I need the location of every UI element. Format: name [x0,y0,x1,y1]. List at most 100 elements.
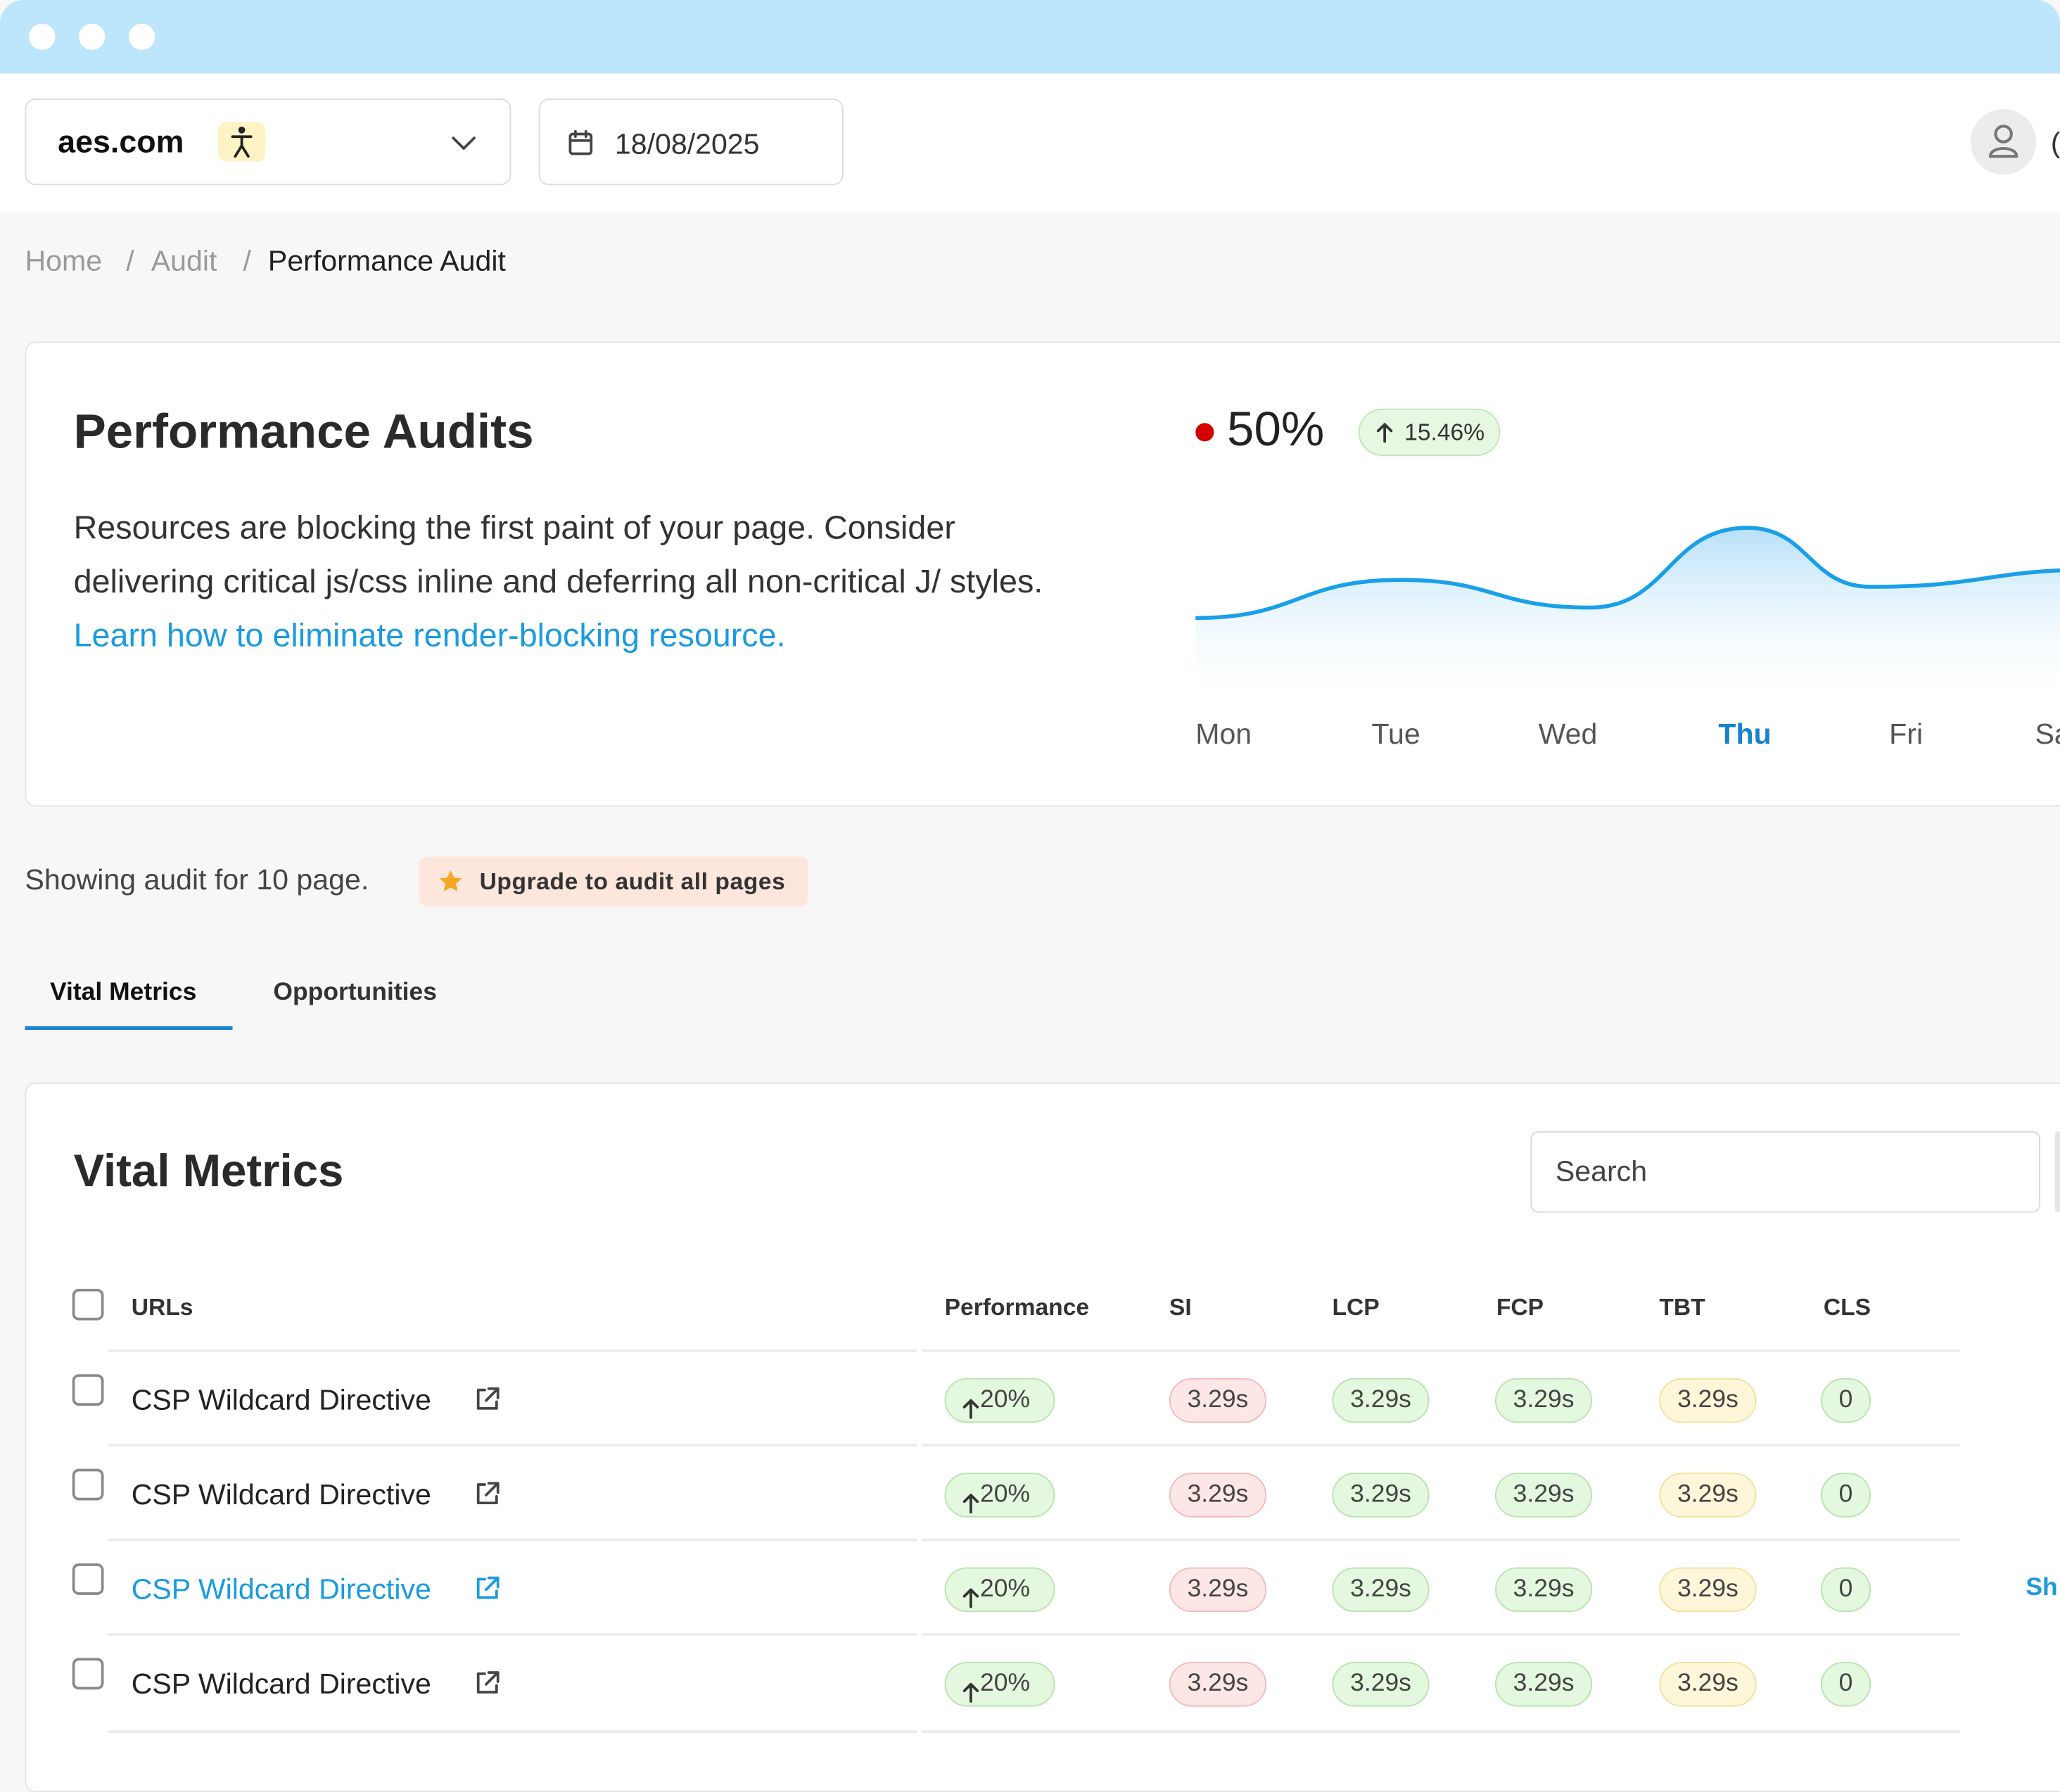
chart-tick-label: Thu [1718,717,1772,751]
performance-value: 20% [980,1575,1031,1603]
lcp-badge: 3.29s [1332,1662,1430,1707]
delta-value: 15.46% [1404,419,1485,446]
learn-more-link[interactable]: Learn how to eliminate render-blocking r… [73,617,786,654]
arrow-up-icon [962,1486,980,1514]
section-title: Vital Metrics [73,1145,344,1197]
cls-badge: 0 [1821,1662,1871,1707]
tab-vital-metrics[interactable]: Vital Metrics [49,979,197,1007]
fcp-badge: 3.29s [1494,1662,1593,1707]
row-divider [108,1349,917,1352]
audit-count-text: Showing audit for 10 page. [25,863,369,896]
url-link[interactable]: CSP Wildcard Directive [131,1478,431,1511]
performance-badge: 20% [944,1473,1055,1518]
avatar[interactable] [1970,108,2037,175]
chart-tick-label: Fri [1889,717,1924,751]
site-selector[interactable]: aes.com [25,99,511,186]
row-checkbox[interactable] [72,1658,104,1690]
performance-value: 20% [980,1386,1031,1414]
page-title: Performance Audits [73,405,534,459]
chart-area-fill [1195,528,2060,710]
tbt-badge: 3.29s [1659,1567,1757,1613]
select-all-checkbox[interactable] [72,1288,104,1321]
trend-chart [1195,526,2060,710]
cls-badge: 0 [1821,1567,1871,1613]
si-badge: 3.29s [1169,1662,1267,1707]
external-link-icon[interactable] [471,1478,503,1510]
window-close-button[interactable] [29,23,56,50]
breadcrumb-home[interactable]: Home [25,244,103,278]
date-picker[interactable]: 18/08/2025 [538,99,844,186]
window-titlebar [0,0,2060,74]
lcp-badge: 3.29s [1332,1567,1430,1613]
upgrade-label: Upgrade to audit all pages [479,868,786,895]
score-delta-badge: 15.46% [1358,408,1501,456]
row-divider [108,1538,917,1542]
accessibility-icon [217,122,266,162]
filter-button-partial[interactable] [2054,1131,2060,1213]
performance-value: 20% [980,1480,1031,1508]
row-divider [922,1538,1961,1542]
column-header-lcp[interactable]: LCP [1332,1294,1380,1321]
user-name-partial: ( [2050,126,2060,159]
url-link[interactable]: CSP Wildcard Directive [131,1572,431,1606]
cls-badge: 0 [1821,1473,1871,1518]
column-header-performance[interactable]: Performance [944,1294,1090,1321]
arrow-up-icon [962,1580,980,1608]
window-minimize-button[interactable] [79,23,106,50]
tbt-badge: 3.29s [1659,1662,1757,1707]
arrow-up-icon [962,1675,980,1703]
upgrade-button[interactable]: Upgrade to audit all pages [419,856,808,907]
performance-badge: 20% [944,1378,1055,1423]
external-link-icon[interactable] [471,1667,503,1699]
tbt-badge: 3.29s [1659,1378,1757,1423]
external-link-icon[interactable] [471,1572,503,1604]
url-link[interactable]: CSP Wildcard Directive [131,1383,431,1416]
row-divider [108,1444,917,1447]
breadcrumb-audit[interactable]: Audit [151,244,217,278]
row-divider [922,1349,1961,1352]
fcp-badge: 3.29s [1494,1378,1593,1423]
row-divider [922,1730,1961,1733]
chart-tick-label: Wed [1538,717,1598,751]
chevron-down-icon [452,136,476,150]
column-header-urls[interactable]: URLs [131,1294,193,1321]
column-header-cls[interactable]: CLS [1823,1294,1871,1321]
star-icon [439,870,462,891]
column-header-fcp[interactable]: FCP [1496,1294,1544,1321]
row-checkbox[interactable] [72,1468,104,1501]
column-header-si[interactable]: SI [1169,1294,1192,1321]
chart-tick-label: Mon [1195,717,1252,751]
row-divider [922,1633,1961,1636]
search-input[interactable] [1530,1131,2040,1213]
window-maximize-button[interactable] [128,23,155,50]
external-link-icon[interactable] [471,1383,503,1415]
si-badge: 3.29s [1169,1378,1267,1423]
fcp-badge: 3.29s [1494,1567,1593,1613]
user-icon [1988,125,2018,158]
row-checkbox[interactable] [72,1374,104,1406]
lcp-badge: 3.29s [1332,1378,1430,1423]
performance-value: 20% [980,1670,1031,1698]
chart-tick-label: Sa [2035,717,2060,751]
fcp-badge: 3.29s [1494,1473,1593,1518]
row-checkbox[interactable] [72,1563,104,1595]
cls-badge: 0 [1821,1378,1871,1423]
column-header-tbt[interactable]: TBT [1659,1294,1705,1321]
summary-description: Resources are blocking the first paint o… [74,502,1098,663]
description-text: Resources are blocking the first paint o… [73,509,1043,601]
score-status-dot [1195,423,1214,442]
row-action-link[interactable]: Sh [2026,1574,2058,1602]
chart-series-line [1195,526,2060,621]
arrow-up-icon [1376,423,1393,443]
performance-badge: 20% [944,1567,1055,1613]
row-divider [108,1633,917,1636]
site-name: aes.com [58,125,184,160]
url-link[interactable]: CSP Wildcard Directive [131,1667,431,1701]
score-value: 50% [1227,402,1325,456]
row-divider [108,1730,917,1733]
si-badge: 3.29s [1169,1473,1267,1518]
lcp-badge: 3.29s [1332,1473,1430,1518]
tab-opportunities[interactable]: Opportunities [273,979,437,1007]
breadcrumb-separator: / [126,244,134,278]
performance-badge: 20% [944,1662,1055,1707]
